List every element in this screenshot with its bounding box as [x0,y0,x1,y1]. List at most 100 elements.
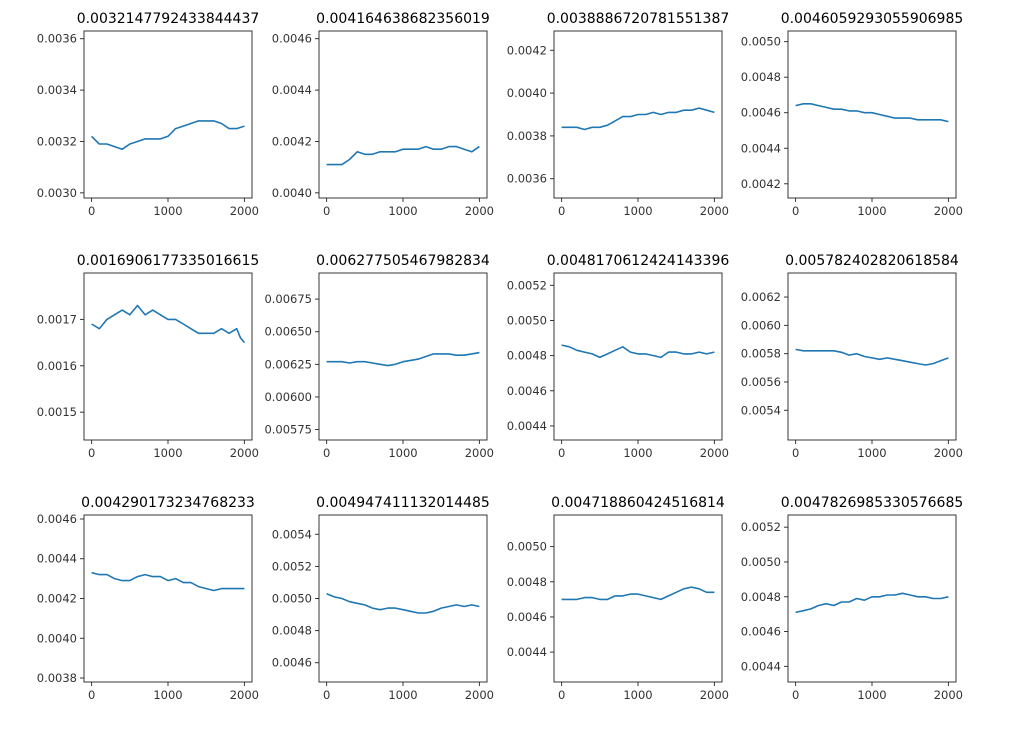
y-tick-label: 0.0046 [741,106,781,120]
axes-frame [318,30,488,199]
y-tick-label: 0.0038 [507,129,547,143]
y-tick-label: 0.0042 [37,592,77,606]
x-tick-label: 1000 [388,204,417,218]
y-tick-label: 0.0042 [741,177,781,191]
x-tick-label: 1000 [388,446,417,460]
y-tick-label: 0.0054 [272,527,312,541]
y-tick-label: 0.0044 [272,83,312,97]
y-tick-label: 0.00625 [264,357,312,371]
y-tick-label: 0.00600 [264,390,312,404]
subplot-6: 0.00627750546798283​4 0 1000 2000 0.00575 0.0… [264,253,494,460]
y-tick-label: 0.0046 [507,610,547,624]
axes-frame [553,272,723,441]
subplot-2: 0.004164638682356019 0 1000 2000 0.0040 0.004… [272,11,494,218]
x-tick-label: 1000 [857,204,886,218]
axes-frame [787,272,957,441]
y-tick-label: 0.0042 [272,134,312,148]
series-line [326,145,480,166]
axes-frame [787,30,957,199]
series-line [795,592,949,614]
x-tick-label: 1000 [388,688,417,702]
y-tick-label: 0.0048 [272,624,312,638]
x-tick-label: 2000 [465,204,494,218]
y-tick-label: 0.0046 [272,32,312,46]
y-tick-label: 0.0058 [741,347,781,361]
y-tick-label: 0.0050 [507,540,547,554]
subplot-title: 0.001690617733501661​5 [77,253,260,269]
y-tick-label: 0.0044 [37,552,77,566]
x-tick-label: 2000 [465,688,494,702]
subplot-1: 0.0032147792433844437 0 1000 2000 0.0030 0.00… [37,11,260,218]
y-tick-label: 0.0050 [272,592,312,606]
x-tick-label: 0 [88,446,95,460]
axes-frame [83,272,253,441]
subplot-11: 0.004718860424516814 0 1000 2000 0.0044 0.004… [507,495,729,702]
y-tick-label: 0.00650 [264,325,312,339]
series-line [91,304,246,344]
subplot-12: 0.004782698533057668​5 0 1000 2000 0.0044 0.0… [741,495,964,702]
y-tick-label: 0.0054 [741,403,781,417]
subplot-title: 0.004718860424516814 [551,495,725,511]
x-tick-label: 0 [88,204,95,218]
y-tick-label: 0.0044 [507,419,547,433]
subplot-title: 0.005782402820618584 [785,253,959,269]
subplot-7: 0.0048170612424143396 0 1000 2000 0.0044 0.00… [507,253,730,460]
x-tick-label: 1000 [623,688,652,702]
axes-frame [318,272,488,441]
x-tick-label: 0 [558,204,565,218]
x-tick-label: 2000 [230,204,259,218]
x-tick-label: 2000 [700,446,729,460]
y-tick-label: 0.0036 [37,32,77,46]
x-tick-label: 2000 [934,688,963,702]
x-tick-label: 1000 [857,688,886,702]
y-tick-label: 0.0060 [741,318,781,332]
x-tick-label: 0 [323,688,330,702]
subplot-8: 0.005782402820618584 0 1000 2000 0.0054 0.005… [741,253,963,460]
series-line [561,586,715,601]
x-tick-label: 2000 [700,204,729,218]
series-line [326,351,480,367]
x-tick-label: 0 [792,688,799,702]
axes-frame [83,30,253,199]
y-tick-label: 0.0016 [37,359,77,373]
y-tick-label: 0.0048 [507,349,547,363]
y-tick-label: 0.0046 [272,656,312,670]
y-tick-label: 0.0048 [507,575,547,589]
y-tick-label: 0.0046 [37,512,77,526]
subplot-title: 0.0038886720781551387 [547,11,730,27]
y-tick-label: 0.0046 [741,625,781,639]
y-tick-label: 0.00675 [264,292,312,306]
y-tick-label: 0.0034 [37,83,77,97]
series-line [795,348,949,366]
y-tick-label: 0.0017 [37,312,77,326]
y-tick-label: 0.0040 [272,186,312,200]
y-tick-label: 0.0044 [741,659,781,673]
x-tick-label: 1000 [153,204,182,218]
x-tick-label: 1000 [623,446,652,460]
y-tick-label: 0.0048 [741,70,781,84]
x-tick-label: 2000 [934,446,963,460]
axes-frame [83,514,253,683]
y-tick-label: 0.0015 [37,405,77,419]
subplot-title: 0.004782698533057668​5 [781,495,964,511]
y-tick-label: 0.0056 [741,375,781,389]
subplot-title: 0.00429017323476823​3 [81,495,255,511]
subplot-title: 0.004164638682356019 [316,11,490,27]
y-tick-label: 0.0052 [741,520,781,534]
x-tick-label: 0 [88,688,95,702]
y-tick-label: 0.0050 [741,35,781,49]
x-tick-label: 2000 [230,688,259,702]
y-tick-label: 0.00575 [264,423,312,437]
x-tick-label: 2000 [465,446,494,460]
subplot-9: 0.00429017323476823​3 0 1000 2000 0.0038 0.00… [37,495,259,702]
y-tick-label: 0.0062 [741,290,781,304]
x-tick-label: 1000 [153,688,182,702]
series-line [91,120,245,150]
series-line [561,107,715,131]
x-tick-label: 0 [323,446,330,460]
series-line [91,571,245,592]
subplot-4: 0.004605929305590698​5 0 1000 2000 0.0042 0.0… [741,11,964,218]
x-tick-label: 1000 [857,446,886,460]
x-tick-label: 1000 [153,446,182,460]
series-line [795,103,949,123]
